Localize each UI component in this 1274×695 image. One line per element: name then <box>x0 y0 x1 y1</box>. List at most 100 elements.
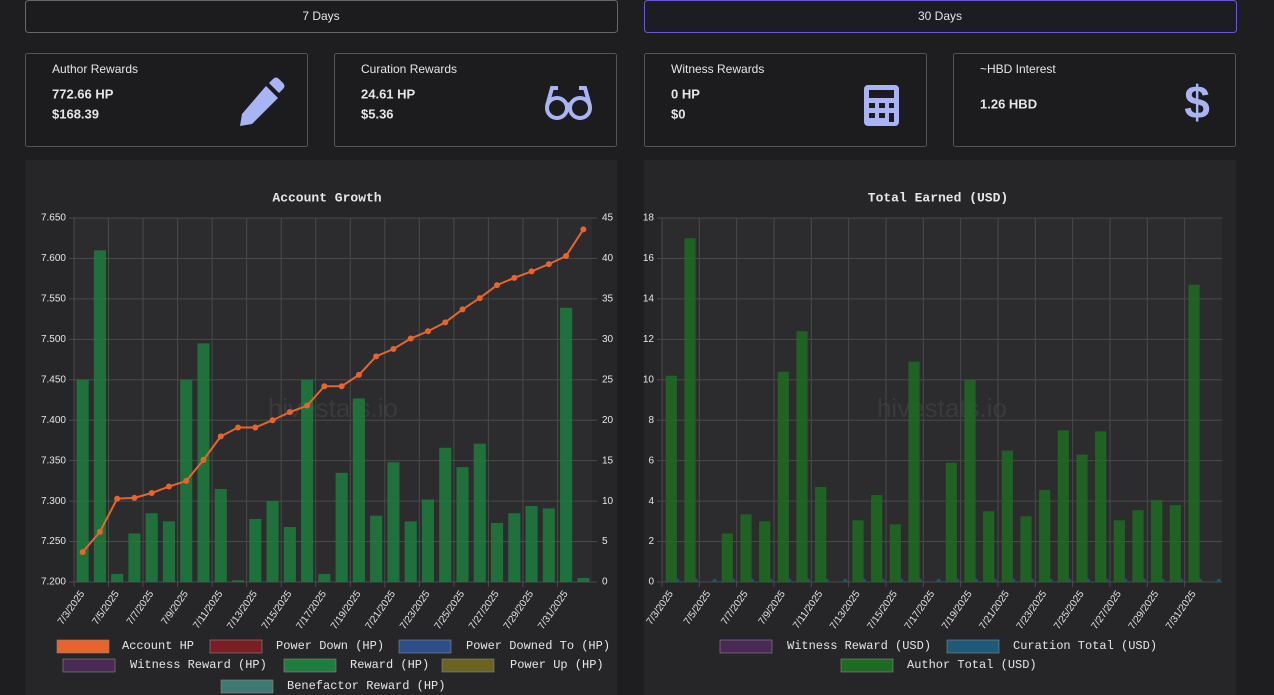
line-point <box>183 477 190 484</box>
tab-label[interactable]: 30 Days <box>918 9 962 23</box>
line-point <box>580 226 587 233</box>
line-point <box>79 549 86 556</box>
bar <box>1020 516 1032 582</box>
bar <box>404 521 417 582</box>
legend-swatch[interactable] <box>56 639 110 654</box>
legend-swatch[interactable] <box>209 639 263 654</box>
bar <box>162 521 176 582</box>
line-point <box>390 346 397 353</box>
bar <box>231 580 245 582</box>
line <box>81 228 585 553</box>
legend-swatch[interactable] <box>283 658 337 673</box>
stat-card <box>953 53 1236 147</box>
line-point <box>286 409 293 416</box>
dollar-glyph: $ <box>1184 76 1210 128</box>
legend-label[interactable]: Curation Total (USD) <box>1013 639 1157 653</box>
bar <box>684 238 696 582</box>
legend-label[interactable]: Witness Reward (USD) <box>787 639 931 653</box>
line-point <box>355 371 362 378</box>
line-point <box>459 306 466 313</box>
legend-swatch[interactable] <box>220 679 274 694</box>
legend-swatch[interactable] <box>719 639 773 654</box>
watermark: hivestats.io <box>877 393 1007 423</box>
bar <box>843 578 848 582</box>
bar <box>387 462 400 582</box>
tab-button[interactable] <box>25 0 618 33</box>
bar <box>1095 431 1107 582</box>
calculator-icon <box>864 85 899 126</box>
tab-button[interactable] <box>644 0 1237 33</box>
y-tick-label: 18 <box>643 213 655 224</box>
bar <box>439 447 452 582</box>
bar <box>473 443 486 582</box>
bar <box>560 307 573 582</box>
legend-swatch[interactable] <box>62 658 116 673</box>
line-point <box>200 456 207 463</box>
bar <box>525 505 538 582</box>
legend-swatch[interactable] <box>398 639 452 654</box>
legend-label[interactable]: Account HP <box>122 639 194 653</box>
y-tick-label: 7.450 <box>41 374 66 385</box>
bar <box>490 522 504 582</box>
bar <box>675 578 680 582</box>
bar <box>577 577 590 582</box>
bar <box>1132 510 1144 582</box>
bar <box>721 533 733 582</box>
legend-label[interactable]: Benefactor Reward (HP) <box>287 679 445 693</box>
bar <box>777 371 789 582</box>
bar <box>318 573 331 582</box>
bar <box>768 578 773 582</box>
bar <box>542 508 555 582</box>
bar <box>93 250 106 582</box>
y-tick-label: 0 <box>648 577 654 588</box>
bar <box>908 361 920 582</box>
bar <box>712 578 717 582</box>
legend-label[interactable]: Reward (HP) <box>350 658 429 672</box>
line-point <box>148 490 155 497</box>
line-point <box>321 383 328 390</box>
legend-label[interactable]: Power Up (HP) <box>510 658 604 672</box>
line-point <box>235 424 242 431</box>
bar <box>1048 578 1053 582</box>
y2-tick-label: 15 <box>602 455 614 466</box>
chart-title: Total Earned (USD) <box>868 190 1008 205</box>
card-value: 772.66 HP <box>52 86 114 101</box>
y-tick-label: 7.650 <box>41 213 66 224</box>
legend-swatch[interactable] <box>946 639 1000 654</box>
legend-label[interactable]: Power Downed To (HP) <box>466 639 610 653</box>
line-point <box>165 483 172 490</box>
bar <box>1057 430 1069 582</box>
bar <box>731 578 736 582</box>
legend-swatch[interactable] <box>840 658 894 673</box>
bar <box>1039 489 1051 582</box>
bar <box>1142 578 1146 582</box>
legend-label[interactable]: Witness Reward (HP) <box>130 658 267 672</box>
y2-tick-label: 30 <box>602 334 614 345</box>
bar <box>1104 578 1109 582</box>
bar <box>1030 578 1034 582</box>
line-point <box>511 274 518 281</box>
y-tick-label: 2 <box>648 536 654 547</box>
bar <box>145 513 158 582</box>
line-point <box>304 402 311 409</box>
card-title: Curation Rewards <box>361 62 457 76</box>
bar <box>76 379 89 582</box>
card-value: 0 HP <box>671 86 700 101</box>
bar <box>335 472 348 582</box>
card-value: 1.26 HBD <box>980 96 1037 111</box>
tab-label[interactable]: 7 Days <box>302 9 339 23</box>
y-tick-label: 6 <box>648 455 654 466</box>
bar <box>1151 500 1163 582</box>
bar <box>456 467 469 582</box>
bar <box>111 573 124 582</box>
bar <box>1216 578 1221 582</box>
card-title: Author Rewards <box>52 62 138 76</box>
legend-label[interactable]: Author Total (USD) <box>907 658 1037 672</box>
stat-card <box>334 53 617 147</box>
line-point <box>269 417 276 424</box>
y-tick-label: 7.500 <box>41 334 66 345</box>
card-value: $0 <box>671 106 685 121</box>
legend-label[interactable]: Power Down (HP) <box>276 639 384 653</box>
y2-tick-label: 10 <box>602 496 614 507</box>
legend-swatch[interactable] <box>441 658 495 673</box>
